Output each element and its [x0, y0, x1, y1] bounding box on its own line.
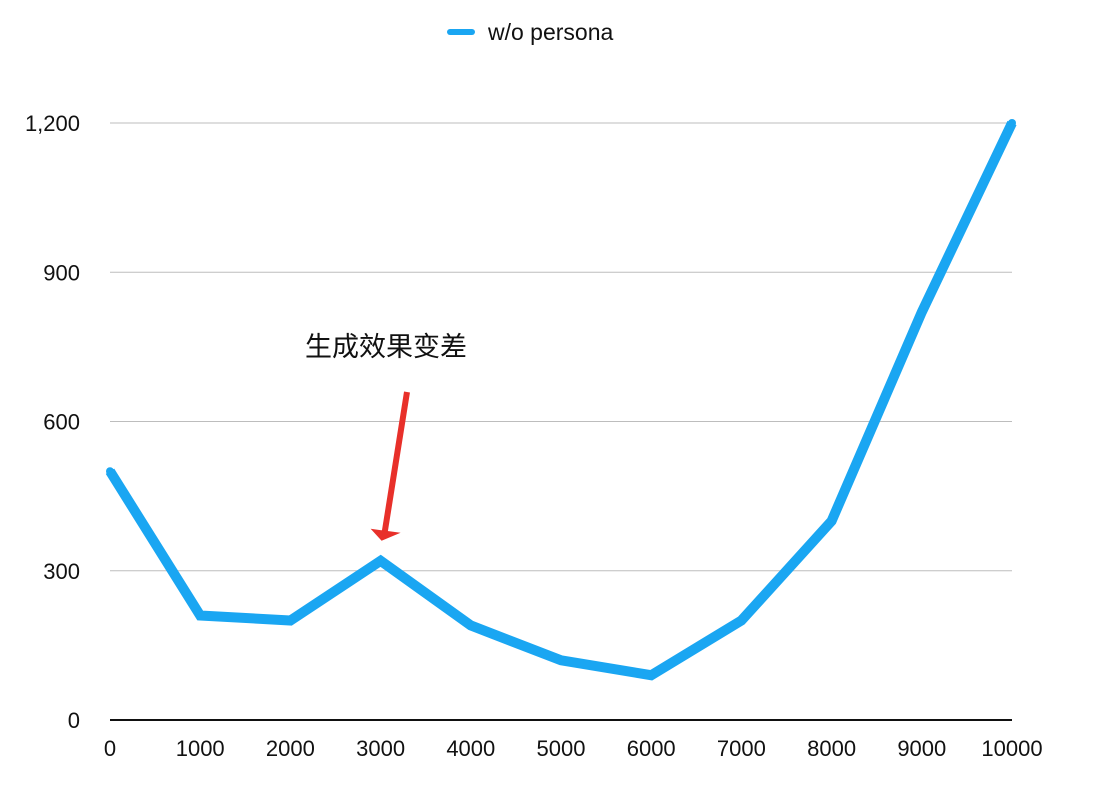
- x-tick-label: 7000: [717, 736, 766, 761]
- data-point: [557, 656, 565, 665]
- y-tick-label: 0: [68, 708, 80, 733]
- data-point: [737, 616, 746, 625]
- legend-label: w/o persona: [487, 19, 614, 45]
- y-tick-label: 900: [43, 260, 80, 285]
- axes: 0 300 600 900 1,200 0 1000 2000 3000 4000 5000 6000…: [25, 111, 1043, 761]
- x-tick-label: 8000: [807, 736, 856, 761]
- data-point: [466, 621, 475, 630]
- x-tick-label: 1000: [176, 736, 225, 761]
- data-point: [1008, 119, 1016, 127]
- annotation-arrow-head: [370, 528, 401, 541]
- y-tick-label: 1,200: [25, 111, 80, 136]
- data-point: [917, 308, 926, 317]
- annotation-layer: 生成效果变差: [305, 332, 467, 541]
- data-point: [376, 556, 385, 565]
- x-tick-label: 6000: [627, 736, 676, 761]
- y-tick-label: 600: [43, 410, 80, 435]
- y-tick-label: 300: [43, 559, 80, 584]
- x-tick-label: 4000: [446, 736, 495, 761]
- x-tick-label: 3000: [356, 736, 405, 761]
- annotation-arrow-shaft: [381, 391, 410, 534]
- x-tick-label: 9000: [897, 736, 946, 761]
- x-tick-label: 0: [104, 736, 116, 761]
- series-layer: [105, 119, 1017, 681]
- x-tick-label: 5000: [537, 736, 586, 761]
- gridlines: [110, 122, 1012, 572]
- data-point: [647, 671, 656, 680]
- x-tick-label: 10000: [981, 736, 1042, 761]
- legend: w/o persona: [447, 19, 614, 45]
- data-point: [106, 467, 114, 476]
- data-point: [196, 611, 205, 620]
- data-point: [827, 517, 836, 525]
- data-point: [286, 616, 295, 625]
- series-line-0: [105, 120, 1017, 681]
- annotation-text: 生成效果变差: [305, 332, 467, 362]
- x-tick-label: 2000: [266, 736, 315, 761]
